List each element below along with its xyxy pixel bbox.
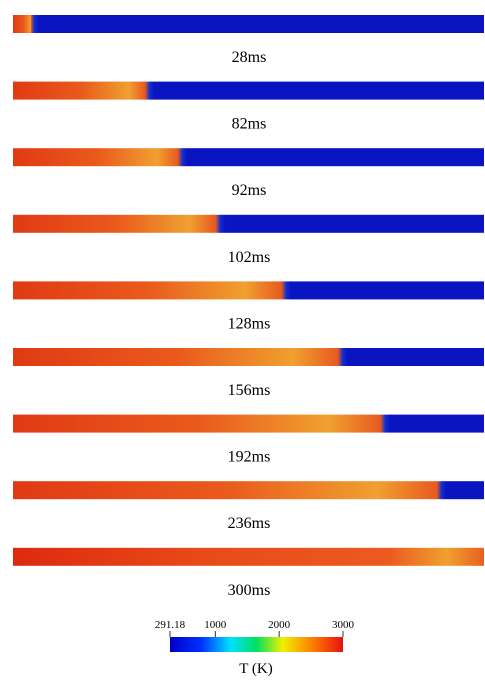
temperature-strip: [13, 215, 484, 233]
colorbar-tick-label: 1000: [204, 619, 227, 631]
figure: T (K) 28ms 82ms 92ms 102ms 128ms 156ms 192ms 23…: [0, 0, 485, 679]
time-label: 92ms: [232, 182, 267, 199]
temperature-strip: [13, 415, 484, 433]
temperature-strip: [13, 15, 484, 33]
time-label: 300ms: [228, 582, 271, 599]
colorbar-tick-label: 291.18: [155, 619, 186, 631]
colorbar-tick-label: 2000: [268, 619, 291, 631]
temperature-strip: [13, 348, 484, 366]
time-label: 192ms: [228, 449, 271, 466]
time-label: 82ms: [232, 116, 267, 133]
colorbar-tick-label: 3000: [332, 619, 355, 631]
time-label: 28ms: [232, 49, 267, 66]
temperature-strip: [13, 82, 484, 100]
temperature-strip: [13, 148, 484, 166]
time-label: 102ms: [228, 249, 271, 266]
temperature-strip: [13, 481, 484, 499]
colorbar: [170, 637, 343, 652]
time-label: 128ms: [228, 315, 271, 332]
temperature-strip: [13, 548, 484, 566]
page: {"snapshots": [ {"label": "28ms"}, {"lab…: [0, 0, 485, 679]
colorbar-title: T (K): [239, 661, 272, 677]
temperature-strip: [13, 281, 484, 299]
time-label: 236ms: [228, 515, 271, 532]
time-label: 156ms: [228, 382, 271, 399]
